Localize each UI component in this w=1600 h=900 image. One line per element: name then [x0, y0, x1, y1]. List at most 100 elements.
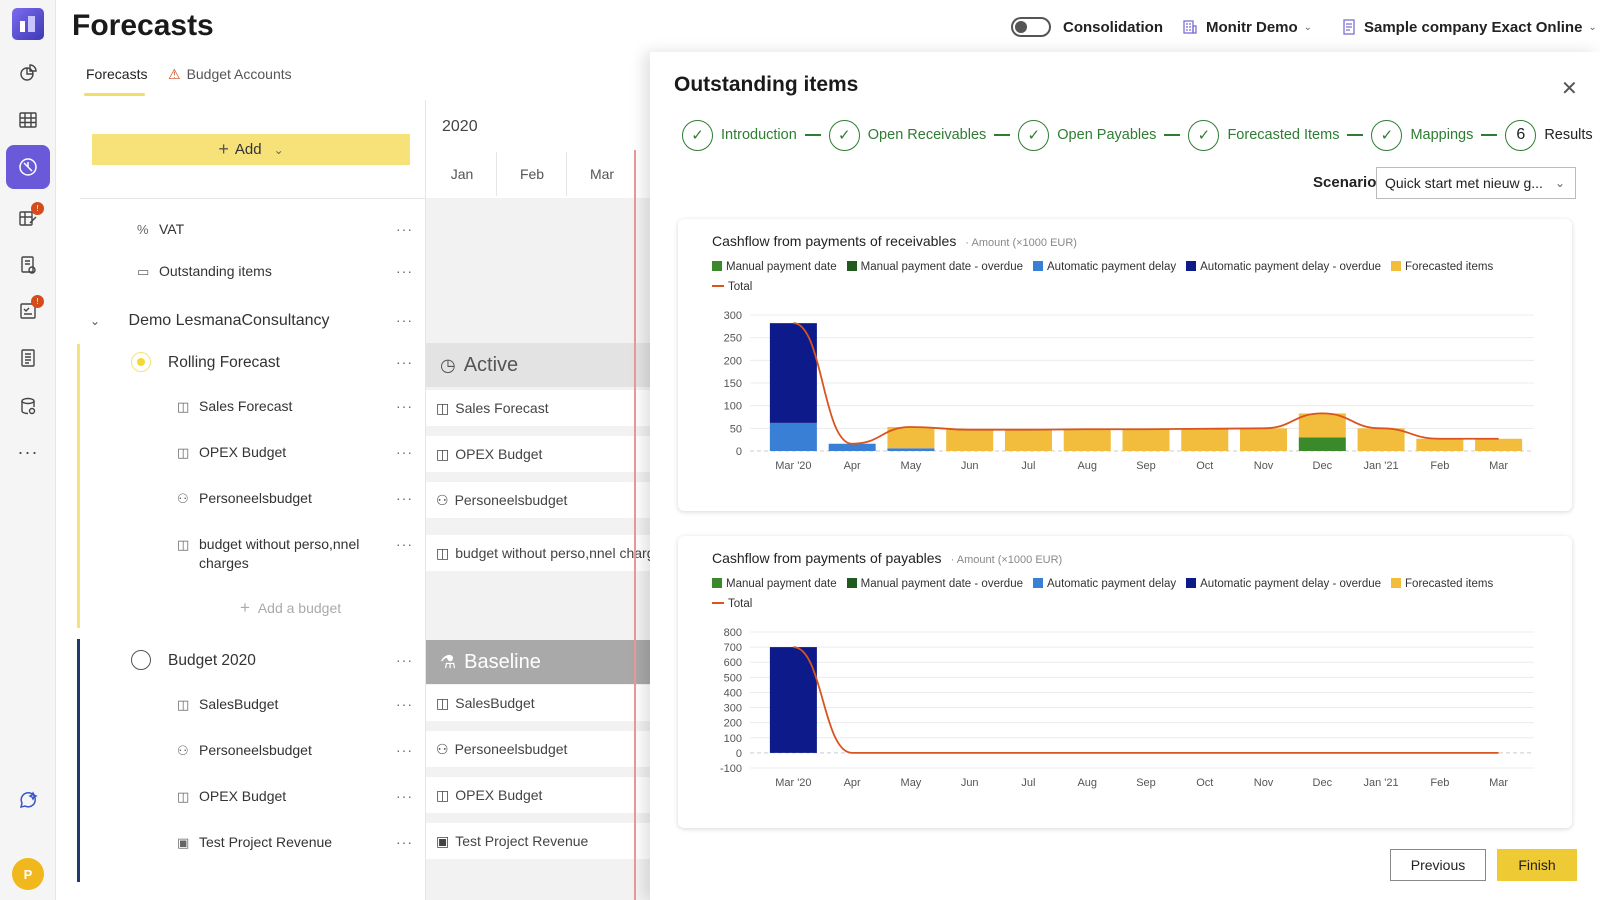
more-options-icon[interactable]: ···: [396, 221, 413, 237]
company-selector[interactable]: Sample company Exact Online ⌄: [1342, 14, 1597, 40]
chart-legend: Manual payment date Manual payment date -…: [712, 574, 1532, 614]
check-icon[interactable]: ✓: [1371, 119, 1403, 151]
x-tick-label: Mar '20: [775, 460, 811, 472]
more-options-icon[interactable]: ···: [396, 536, 413, 552]
legend-item[interactable]: Automatic payment delay - overdue: [1186, 574, 1381, 594]
more-options-icon[interactable]: ···: [396, 834, 413, 850]
step-label[interactable]: Results: [1544, 127, 1593, 143]
tree-item-budget[interactable]: ◫ OPEX Budget ···: [80, 788, 420, 805]
add-button[interactable]: + Add ⌄: [92, 134, 410, 165]
consolidation-toggle[interactable]: [1011, 17, 1051, 37]
dashboard-icon[interactable]: [10, 56, 46, 92]
more-options-icon[interactable]: ···: [396, 742, 413, 758]
legend-swatch: [712, 578, 722, 588]
add-budget-link[interactable]: + Add a budget: [80, 598, 420, 618]
gantt-bar[interactable]: ◫ Sales Forecast: [426, 390, 651, 426]
tree-item-budget[interactable]: ▣ Test Project Revenue ···: [80, 834, 420, 851]
org-selector[interactable]: Monitr Demo ⌄: [1182, 14, 1312, 40]
scenario-select[interactable]: Quick start met nieuw g... ⌄: [1376, 167, 1576, 199]
legend-label: Automatic payment delay: [1047, 261, 1177, 273]
step-label[interactable]: Introduction: [721, 127, 797, 143]
budget-label: budget without perso,nnel charges: [199, 536, 360, 571]
gantt-bar[interactable]: ◫ OPEX Budget: [426, 777, 651, 813]
chart-bubble-icon: ◫: [436, 544, 450, 561]
more-options-icon[interactable]: ···: [396, 398, 413, 414]
legend-item[interactable]: Manual payment date: [712, 257, 837, 277]
chevron-down-icon: ⌄: [1554, 176, 1565, 190]
tree-item-rolling-forecast[interactable]: Rolling Forecast ···: [80, 354, 420, 372]
consolidation-toggle-group[interactable]: Consolidation: [1011, 14, 1163, 40]
tree-item-budget[interactable]: ◫ SalesBudget ···: [80, 696, 420, 713]
report-add-icon[interactable]: [10, 247, 46, 283]
finish-button[interactable]: Finish: [1497, 849, 1577, 881]
step-label[interactable]: Forecasted Items: [1227, 127, 1340, 143]
x-tick-label: Jun: [961, 777, 979, 789]
tree-item-company[interactable]: ⌄ Demo LesmanaConsultancy ···: [80, 312, 420, 330]
tree-item-budget[interactable]: ◫ OPEX Budget ···: [80, 444, 420, 461]
document-icon[interactable]: [10, 340, 46, 376]
database-icon[interactable]: [10, 388, 46, 424]
grid-icon[interactable]: [10, 102, 46, 138]
tree-item-budget-2020[interactable]: Budget 2020 ···: [80, 652, 420, 670]
checklist-icon[interactable]: !: [10, 293, 46, 329]
chart-bubble-icon: ◫: [436, 399, 450, 416]
more-options-icon[interactable]: ···: [396, 354, 413, 370]
more-options-icon[interactable]: ···: [396, 696, 413, 712]
budget-edit-icon[interactable]: !: [10, 200, 46, 236]
more-options-icon[interactable]: ···: [396, 444, 413, 460]
more-icon[interactable]: ···: [17, 441, 39, 462]
step-label[interactable]: Mappings: [1410, 127, 1474, 143]
more-options-icon[interactable]: ···: [396, 490, 413, 506]
gantt-bar[interactable]: ◫ budget without perso,nnel charges: [426, 535, 651, 571]
gantt-bar[interactable]: ⚇ Personeelsbudget: [426, 482, 651, 518]
legend-label: Total: [728, 281, 753, 293]
legend-item[interactable]: Total: [712, 277, 752, 297]
forecasts-icon[interactable]: [6, 145, 50, 189]
chart-bar: [1122, 429, 1170, 451]
gantt-bar[interactable]: ◫ OPEX Budget: [426, 436, 651, 472]
gantt-bar[interactable]: ▣ Test Project Revenue: [426, 823, 651, 859]
step-number[interactable]: 6: [1505, 119, 1537, 151]
avatar[interactable]: P: [12, 858, 44, 890]
legend-item[interactable]: Forecasted items: [1391, 574, 1493, 594]
gantt-bar[interactable]: ⚇ Personeelsbudget: [426, 731, 651, 767]
tab-budget-accounts[interactable]: ⚠ Budget Accounts: [168, 66, 292, 83]
tree-item-vat[interactable]: % VAT ···: [80, 221, 420, 237]
legend-item[interactable]: Manual payment date: [712, 574, 837, 594]
legend-item[interactable]: Automatic payment delay: [1033, 574, 1176, 594]
legend-item[interactable]: Total: [712, 594, 752, 614]
chat-sparkle-icon[interactable]: [10, 783, 46, 819]
gantt-bar[interactable]: ◫ SalesBudget: [426, 685, 651, 721]
legend-item[interactable]: Automatic payment delay - overdue: [1186, 257, 1381, 277]
tree-item-budget[interactable]: ◫ Sales Forecast ···: [80, 398, 420, 415]
check-icon[interactable]: ✓: [682, 119, 713, 151]
step-label[interactable]: Open Payables: [1057, 127, 1157, 143]
check-icon[interactable]: ✓: [828, 119, 860, 151]
tab-forecasts[interactable]: Forecasts: [86, 66, 148, 82]
more-options-icon[interactable]: ···: [396, 652, 413, 668]
check-icon[interactable]: ✓: [1188, 119, 1220, 151]
close-icon[interactable]: ✕: [1561, 78, 1578, 100]
previous-button[interactable]: Previous: [1390, 849, 1486, 881]
legend-label: Manual payment date - overdue: [860, 261, 1023, 273]
tree-item-outstanding[interactable]: ▭ Outstanding items ···: [80, 263, 420, 280]
legend-item[interactable]: Manual payment date - overdue: [846, 257, 1023, 277]
check-icon[interactable]: ✓: [1018, 119, 1050, 151]
divider: [425, 100, 426, 900]
more-options-icon[interactable]: ···: [396, 312, 413, 328]
legend-label: Automatic payment delay - overdue: [1200, 578, 1382, 590]
more-options-icon[interactable]: ···: [396, 788, 413, 804]
tree-item-budget[interactable]: ◫ budget without perso,nnel charges ···: [80, 535, 420, 573]
step-label[interactable]: Open Receivables: [867, 127, 987, 143]
legend-item[interactable]: Forecasted items: [1391, 257, 1493, 277]
step-connector: [994, 134, 1011, 136]
app-logo[interactable]: [12, 8, 44, 40]
chart-title: Cashflow from payments of payables · Amo…: [712, 550, 1062, 566]
tree-item-budget[interactable]: ⚇ Personeelsbudget ···: [80, 742, 420, 759]
tree-item-budget[interactable]: ⚇ Personeelsbudget ···: [80, 490, 420, 507]
x-tick-label: Apr: [844, 460, 861, 472]
legend-item[interactable]: Automatic payment delay: [1033, 257, 1176, 277]
legend-item[interactable]: Manual payment date - overdue: [846, 574, 1023, 594]
more-options-icon[interactable]: ···: [396, 263, 413, 279]
baseline-radio[interactable]: [131, 650, 151, 670]
